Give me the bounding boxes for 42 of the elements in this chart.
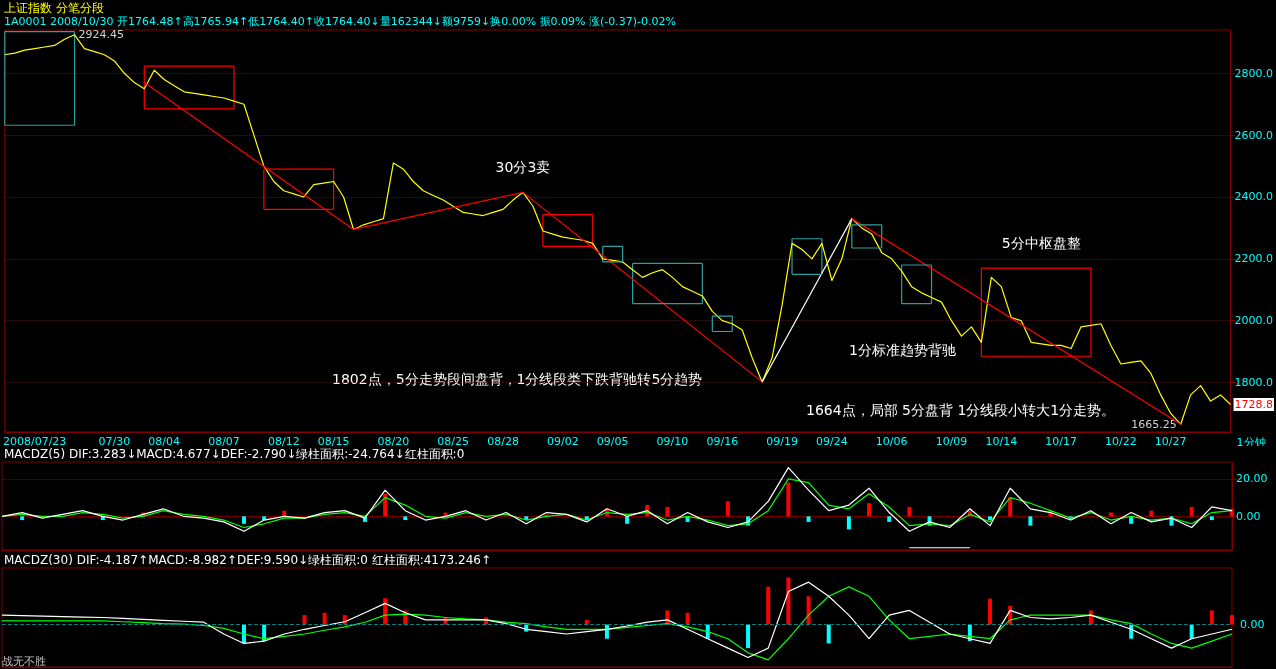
annotation: 战无不胜 xyxy=(2,655,46,668)
data-label: 1728.8 xyxy=(1234,398,1274,412)
x-tick-label: 2008/07/23 xyxy=(2,435,67,448)
y-tick-label: 2200.0 xyxy=(1234,252,1274,266)
chart-subtitle: 1A0001 2008/10/30 开1764.48↑高1765.94↑低1764.40↑收1764.40↓量162344↓额9759↓换0.00% 振0.09% 涨(-0.37)-0.02% xyxy=(4,15,676,28)
x-tick-label: 10/22 xyxy=(1105,435,1137,448)
x-tick-label: 08/07 xyxy=(208,435,240,448)
y-tick-label: 2000.0 xyxy=(1234,314,1274,328)
chart-title: 上证指数 分笔分段 xyxy=(4,1,104,15)
annotation: 1802点，5分走势段间盘背，1分线段类下跌背驰转5分趋势 xyxy=(332,371,703,387)
x-tick-label: 10/06 xyxy=(875,435,908,448)
data-label: 2924.45 xyxy=(78,28,125,42)
y-tick-label: 2400.0 xyxy=(1234,190,1274,204)
x-tick-label: 10/17 xyxy=(1045,435,1077,448)
annotation: 1664点，局部 5分盘背 1分线段小转大1分走势。 xyxy=(806,402,1116,418)
y-tick-label: 0.00 xyxy=(1236,509,1261,523)
chart-title: MACDZ(5) DIF:3.283↓MACD:4.677↓DEF:-2.790↓绿柱面积:-24.764↓红柱面积:0 xyxy=(4,447,465,461)
x-tick-label: 08/20 xyxy=(377,435,410,448)
y-tick-label: 2800.0 xyxy=(1234,66,1274,80)
y-tick-label: 20.00 xyxy=(1236,472,1268,486)
data-label: 1665.25 xyxy=(1131,417,1177,431)
y-tick-label: 1800.0 xyxy=(1234,376,1274,390)
x-tick-label: 07/30 xyxy=(98,435,131,448)
x-tick-label: 09/05 xyxy=(596,435,629,448)
y-tick-label: 2600.0 xyxy=(1234,128,1274,142)
annotation: 30分3卖 xyxy=(495,159,551,176)
x-tick-label: 09/16 xyxy=(706,435,739,448)
x-tick-label: 09/02 xyxy=(546,435,579,448)
x-tick-label: 09/10 xyxy=(656,435,689,448)
x-tick-label: 08/15 xyxy=(317,435,350,448)
chart-title: MACDZ(30) DIF:-4.187↑MACD:-8.982↑DEF:9.590↓绿柱面积:0 红柱面积:4173.246↑ xyxy=(4,553,492,567)
x-tick-label: 10/14 xyxy=(985,435,1018,448)
annotation: 1分标准趋势背驰 xyxy=(849,342,956,358)
x-tick-label: 09/19 xyxy=(766,435,798,448)
annotation: 5分中枢盘整 xyxy=(1001,235,1081,252)
x-tick-label: 10/09 xyxy=(935,435,968,448)
x-tick-label: 08/28 xyxy=(487,435,519,448)
x-tick-label: 08/12 xyxy=(267,435,300,448)
x-tick-label: 10/27 xyxy=(1154,435,1187,448)
x-tick-label: 08/25 xyxy=(437,435,470,448)
x-tick-label: 09/24 xyxy=(816,435,848,448)
x-tick-label: 08/04 xyxy=(148,435,181,448)
